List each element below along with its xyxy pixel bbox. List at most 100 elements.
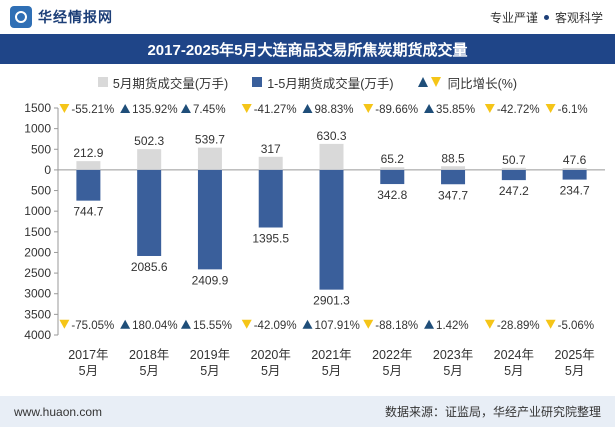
brand-name: 华经情报网 [38, 9, 113, 25]
cumulative-growth-triangle-icon [180, 319, 191, 329]
monthly-growth-label: -89.66% [375, 104, 418, 116]
cumulative-bar [137, 169, 162, 256]
legend-swatch-cumulative [252, 77, 263, 87]
separator-dot-icon [543, 14, 549, 20]
monthly-bar [76, 161, 101, 170]
monthly-value-label: 65.2 [381, 152, 405, 166]
brand: 华经情报网 [10, 6, 113, 28]
x-category-label: 5月 [383, 364, 402, 378]
x-category-label: 5月 [79, 364, 98, 378]
y-tick-label: 1000 [24, 122, 51, 136]
monthly-growth-label: 135.92% [132, 104, 177, 116]
monthly-growth-triangle-icon [120, 104, 131, 113]
cumulative-growth-label: -75.05% [71, 320, 114, 332]
x-category-label: 5月 [504, 364, 523, 378]
monthly-growth-label: -55.21% [71, 104, 114, 116]
cumulative-growth-triangle-icon [363, 319, 374, 329]
x-category-label: 5月 [565, 364, 584, 378]
cumulative-growth-triangle-icon [59, 319, 70, 329]
monthly-growth-triangle-icon [484, 104, 495, 113]
y-tick-label: 0 [44, 163, 51, 177]
legend-growth-triangles-icon [417, 77, 428, 87]
x-category-label: 2017年 [68, 348, 108, 362]
cumulative-value-label: 234.7 [560, 184, 590, 198]
cumulative-growth-label: 107.91% [315, 320, 360, 332]
legend-label-monthly: 5月期货成交量(万手) [112, 76, 229, 91]
monthly-bar [258, 156, 283, 170]
x-category-label: 2019年 [190, 348, 230, 362]
monthly-growth-label: 7.45% [193, 104, 226, 116]
chart-title: 2017-2025年5月大连商品交易所焦炭期货成交量 [147, 41, 468, 59]
monthly-growth-triangle-icon [545, 104, 556, 113]
cumulative-value-label: 2409.9 [192, 273, 229, 287]
cumulative-growth-triangle-icon [241, 319, 252, 329]
chart-legend: 5月期货成交量(万手) 1-5月期货成交量(万手) 同比增长(%) [0, 72, 615, 92]
monthly-growth-triangle-icon [424, 104, 435, 113]
y-tick-label: 2000 [24, 245, 51, 259]
x-category-label: 2022年 [372, 348, 412, 362]
x-category-label: 5月 [261, 364, 280, 378]
cumulative-value-label: 744.7 [73, 205, 103, 219]
x-category-label: 5月 [443, 364, 462, 378]
monthly-bar [197, 147, 222, 170]
x-category-label: 5月 [322, 364, 341, 378]
cumulative-bar [441, 169, 466, 185]
monthly-value-label: 502.3 [134, 134, 164, 148]
monthly-growth-label: 98.83% [315, 104, 354, 116]
monthly-growth-triangle-icon [363, 104, 374, 113]
bar-chart: 1500 1000 500 0 500 1000 1500 2000 2500 3000 3500 4… [24, 101, 605, 378]
footer-website: www.huaon.com [14, 404, 103, 419]
y-tick-label: 1500 [24, 225, 51, 239]
monthly-growth-label: 35.85% [436, 104, 475, 116]
cumulative-bar [562, 169, 587, 180]
title-bar: 2017-2025年5月大连商品交易所焦炭期货成交量 [0, 34, 615, 64]
monthly-growth-triangle-icon [180, 104, 191, 113]
monthly-growth-label: -41.27% [254, 104, 297, 116]
monthly-value-label: 88.5 [441, 151, 465, 165]
monthly-bar [501, 167, 526, 170]
monthly-bar [380, 167, 405, 170]
monthly-value-label: 539.7 [195, 133, 225, 147]
cumulative-value-label: 347.7 [438, 188, 468, 202]
cumulative-bar [319, 169, 344, 290]
y-tick-label: 500 [31, 184, 51, 198]
cumulative-value-label: 247.2 [499, 184, 529, 198]
monthly-bar [441, 166, 466, 170]
cumulative-growth-triangle-icon [120, 319, 131, 329]
tag-objective: 客观科学 [554, 10, 603, 25]
footer-bar: www.huaon.com 数据来源：证监局，华经产业研究院整理 [0, 396, 615, 427]
monthly-growth-triangle-icon [59, 104, 70, 113]
cumulative-growth-triangle-icon [302, 319, 313, 329]
monthly-value-label: 47.6 [563, 153, 587, 167]
cumulative-bar [258, 169, 283, 228]
cumulative-growth-label: -5.06% [558, 320, 594, 332]
brand-tags: 专业严谨 客观科学 [490, 9, 603, 26]
tag-professional: 专业严谨 [489, 10, 538, 25]
legend-item-cumulative: 1-5月期货成交量(万手) [252, 73, 394, 92]
x-category-label: 2020年 [251, 348, 291, 362]
monthly-value-label: 212.9 [73, 146, 103, 160]
y-tick-label: 3500 [24, 307, 51, 321]
legend-item-monthly: 5月期货成交量(万手) [97, 73, 229, 92]
monthly-bar [137, 149, 162, 170]
cumulative-growth-triangle-icon [424, 319, 435, 329]
legend-label-cumulative: 1-5月期货成交量(万手) [267, 76, 394, 91]
monthly-growth-triangle-icon [241, 104, 252, 113]
top-bar: 华经情报网 专业严谨 客观科学 [0, 0, 615, 34]
cumulative-value-label: 2085.6 [131, 260, 168, 274]
cumulative-growth-triangle-icon [545, 319, 556, 329]
cumulative-growth-label: -28.89% [497, 320, 540, 332]
monthly-growth-label: -6.1% [558, 104, 588, 116]
y-tick-label: 500 [31, 142, 51, 156]
y-tick-label: 2500 [24, 266, 51, 280]
cumulative-bar [380, 169, 405, 185]
x-category-label: 2023年 [433, 348, 473, 362]
legend-label-growth: 同比增长(%) [447, 76, 518, 91]
cumulative-growth-label: 180.04% [132, 320, 177, 332]
y-tick-label: 3000 [24, 287, 51, 301]
cumulative-growth-label: -88.18% [375, 320, 418, 332]
cumulative-bar [197, 169, 222, 270]
footer-source: 数据来源：证监局，华经产业研究院整理 [384, 405, 601, 419]
legend-item-growth: 同比增长(%) [417, 73, 518, 92]
monthly-value-label: 317 [261, 142, 281, 156]
